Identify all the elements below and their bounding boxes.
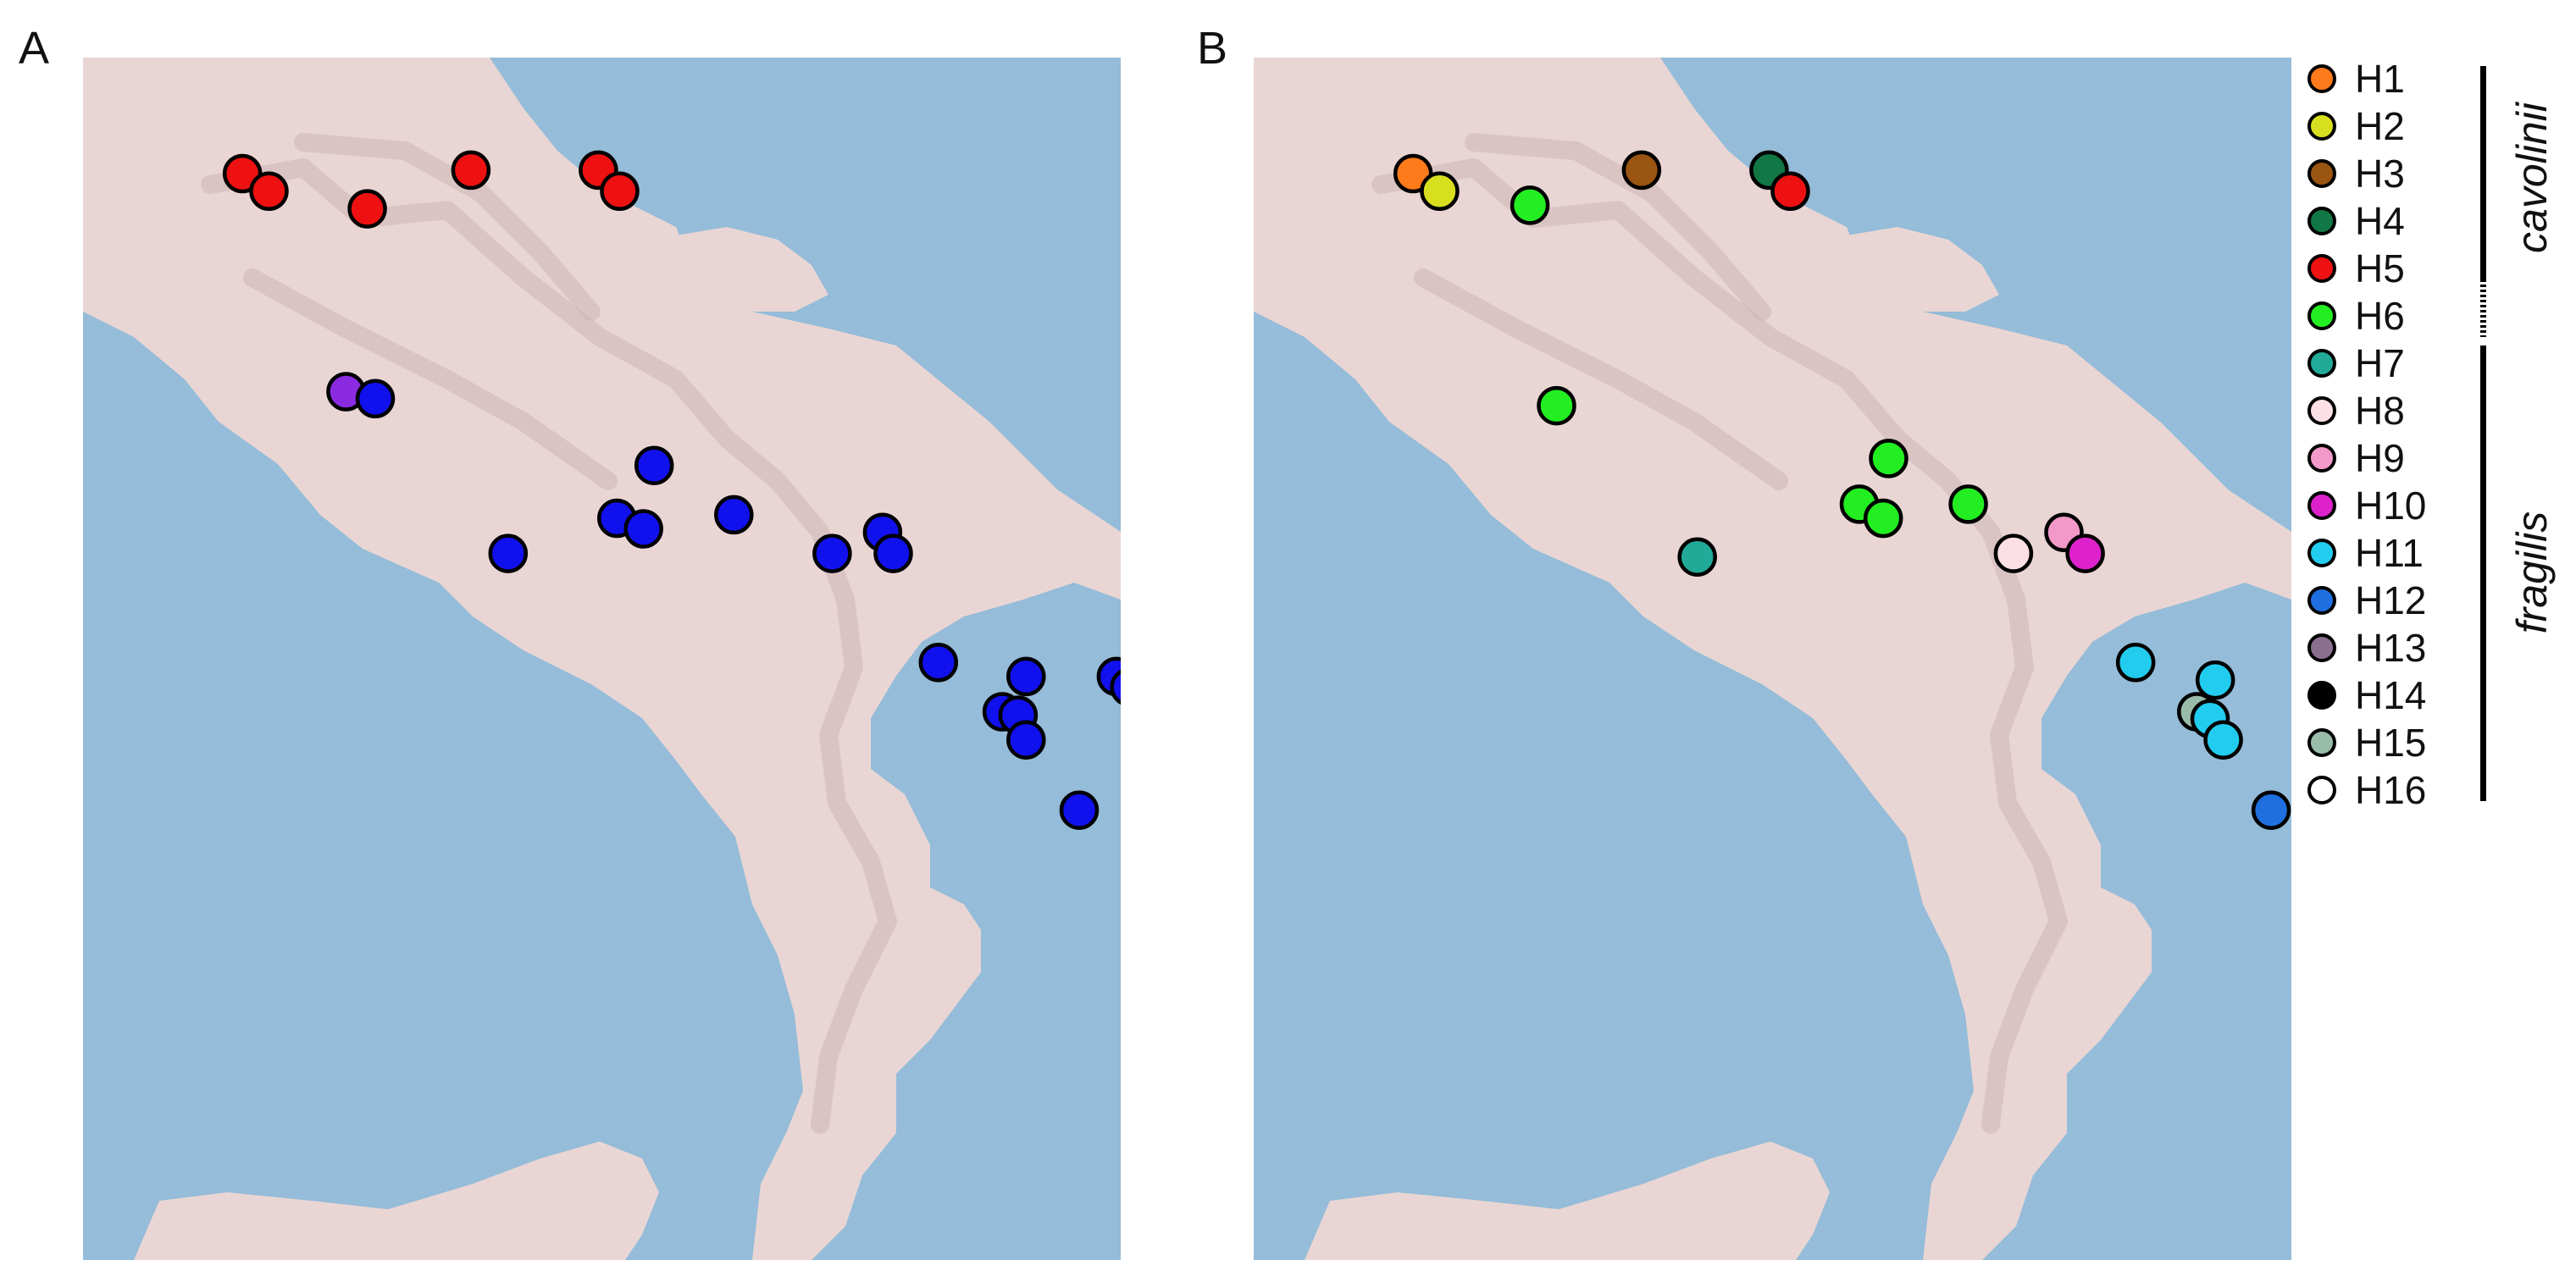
group-dots-separator	[2480, 285, 2486, 337]
land-sicily	[1305, 1142, 1830, 1260]
haplotype-legend: H1 H2 H3 H4 H5 H6 H7 H8 H9 H10 H11 H12 H13 H14 H15 H16	[2302, 57, 2557, 820]
legend-swatch-h13	[2307, 633, 2336, 662]
panel-letter-a: A	[19, 23, 50, 74]
legend-label-h13: H13	[2355, 626, 2427, 670]
legend-label-h10: H10	[2355, 484, 2427, 528]
points-a	[222, 150, 1121, 830]
legend-swatch-h14	[2307, 681, 2336, 710]
legend-swatch-h4	[2307, 207, 2336, 235]
sample-point-a-2	[249, 171, 289, 212]
relief-texture	[201, 133, 897, 1134]
legend-item-h12: H12	[2302, 578, 2427, 622]
sample-point-a-18	[1006, 656, 1046, 697]
group-label-fragilis: fragilis	[2508, 511, 2556, 634]
sample-point-a-11	[623, 509, 663, 549]
legend-label-h9: H9	[2355, 436, 2405, 480]
sample-point-a-4	[451, 150, 491, 191]
sample-point-b-10	[1863, 498, 1903, 539]
sample-point-b-3	[1510, 185, 1550, 225]
sample-point-b-2	[1420, 171, 1460, 212]
legend-item-h3: H3	[2302, 152, 2405, 196]
legend-swatch-h9	[2307, 444, 2336, 473]
map-b-svg	[1254, 58, 2291, 1260]
sample-point-b-16	[2115, 643, 2156, 683]
legend-swatch-h1	[2307, 64, 2336, 93]
sample-point-a-9	[634, 445, 674, 485]
sample-point-a-23	[1006, 720, 1046, 760]
legend-label-h1: H1	[2355, 57, 2405, 101]
group-bar-fragilis	[2480, 345, 2486, 801]
panel-letter-b: B	[1197, 23, 1228, 74]
legend-item-h6: H6	[2302, 294, 2405, 338]
legend-label-h7: H7	[2355, 341, 2405, 385]
legend-label-h11: H11	[2355, 531, 2424, 575]
land-gargano	[676, 227, 828, 312]
legend-label-h4: H4	[2355, 199, 2405, 243]
map-a-svg	[83, 58, 1121, 1260]
legend-item-h1: H1	[2302, 57, 2405, 101]
group-bar-cavolinii	[2480, 66, 2486, 282]
group-label-cavolinii: cavolinii	[2508, 102, 2556, 253]
legend-label-h6: H6	[2355, 294, 2405, 338]
sample-point-b-17	[2195, 660, 2235, 700]
legend-item-h14: H14	[2302, 673, 2427, 717]
sample-point-b-4	[1621, 150, 1662, 191]
sample-point-b-24	[2251, 790, 2291, 830]
legend-swatch-h7	[2307, 349, 2336, 378]
legend-label-h3: H3	[2355, 152, 2405, 196]
legend-item-h8: H8	[2302, 389, 2405, 433]
legend-item-h11: H11	[2302, 531, 2424, 575]
legend-label-h2: H2	[2355, 104, 2405, 148]
legend-item-h7: H7	[2302, 341, 2405, 385]
sample-point-a-13	[488, 533, 529, 573]
legend-swatch-h8	[2307, 396, 2336, 425]
land-gargano	[1847, 227, 1999, 312]
legend-swatch-h15	[2307, 728, 2336, 757]
legend-item-h10: H10	[2302, 484, 2427, 528]
legend-item-h5: H5	[2302, 246, 2405, 290]
legend-item-h2: H2	[2302, 104, 2405, 148]
legend-label-h8: H8	[2355, 389, 2405, 433]
sample-point-b-6	[1770, 171, 1810, 212]
legend-swatch-h2	[2307, 112, 2336, 141]
legend-swatch-h6	[2307, 301, 2336, 330]
sample-point-b-15	[1993, 533, 2034, 573]
legend-label-h5: H5	[2355, 246, 2405, 290]
legend-label-h15: H15	[2355, 721, 2427, 765]
sample-point-a-16	[873, 533, 913, 573]
legend-item-h16: H16	[2302, 768, 2427, 812]
legend-label-h14: H14	[2355, 673, 2427, 717]
sample-point-a-3	[347, 189, 387, 229]
points-b	[1393, 150, 2291, 830]
sample-point-a-14	[812, 533, 852, 573]
legend-swatch-h5	[2307, 254, 2336, 283]
legend-item-h9: H9	[2302, 436, 2405, 480]
sample-point-a-12	[714, 495, 754, 535]
legend-swatch-h3	[2307, 159, 2336, 188]
legend-swatch-h10	[2307, 491, 2336, 520]
legend-swatch-h12	[2307, 586, 2336, 615]
sample-point-b-12	[1677, 537, 1717, 577]
legend-swatch-h16	[2307, 776, 2336, 804]
sample-point-b-11	[1948, 484, 1988, 524]
sample-point-a-24	[1059, 790, 1100, 830]
sample-point-a-6	[600, 171, 640, 212]
legend-swatch-h11	[2307, 539, 2336, 567]
land-sicily	[134, 1142, 659, 1260]
sample-point-a-17	[918, 643, 959, 683]
relief-texture	[1371, 133, 2068, 1134]
sample-point-b-14	[2065, 533, 2105, 573]
legend-item-h4: H4	[2302, 199, 2405, 243]
sample-point-b-8	[1869, 439, 1908, 478]
legend-item-h15: H15	[2302, 721, 2427, 765]
map-panel-a[interactable]	[83, 58, 1121, 1260]
legend-label-h16: H16	[2355, 768, 2427, 812]
sample-point-a-20	[1110, 669, 1121, 705]
legend-label-h12: H12	[2355, 578, 2427, 622]
map-panel-b[interactable]	[1254, 58, 2291, 1260]
sample-point-a-8	[355, 379, 396, 419]
sample-point-b-7	[1537, 385, 1576, 426]
legend-item-h13: H13	[2302, 626, 2427, 670]
sample-point-b-23	[2203, 720, 2243, 760]
